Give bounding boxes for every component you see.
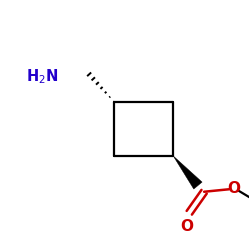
Polygon shape (173, 156, 202, 189)
Text: O: O (227, 180, 240, 196)
Text: O: O (180, 219, 193, 234)
Text: H$_2$N: H$_2$N (26, 68, 58, 86)
